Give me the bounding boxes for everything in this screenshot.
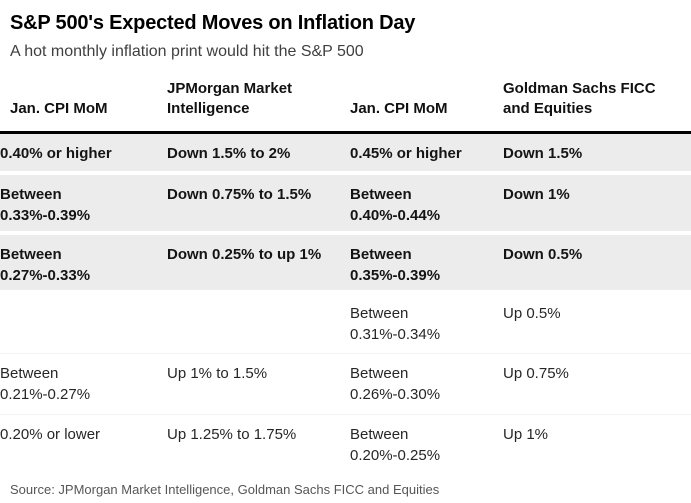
column-header-cpi-jpm: Jan. CPI MoM xyxy=(10,100,108,117)
column-header-cpi-gs: Jan. CPI MoM xyxy=(350,100,448,117)
table-row: Between 0.33%-0.39% Down 0.75% to 1.5% B… xyxy=(0,175,691,231)
table-row: 0.40% or higher Down 1.5% to 2% 0.45% or… xyxy=(0,134,691,171)
table-cell: Between 0.40%-0.44% xyxy=(350,186,441,224)
table-cell: Between 0.27%-0.33% xyxy=(0,246,91,284)
table-cell: Down 0.75% to 1.5% xyxy=(167,186,312,203)
page-title: S&P 500's Expected Moves on Inflation Da… xyxy=(10,12,416,34)
table-row: Between 0.21%-0.27% Up 1% to 1.5% Betwee… xyxy=(0,353,691,414)
table-cell: Between 0.33%-0.39% xyxy=(0,186,91,224)
table-header-row: Jan. CPI MoM JPMorgan Market Intelligenc… xyxy=(0,79,691,134)
page-subtitle: A hot monthly inflation print would hit … xyxy=(10,43,364,60)
column-header-jpmorgan: JPMorgan Market Intelligence xyxy=(167,80,293,117)
table-cell: Between 0.20%-0.25% xyxy=(350,426,441,464)
table-cell: Down 1.5% to 2% xyxy=(167,145,291,162)
table-cell: Up 1.25% to 1.75% xyxy=(167,426,297,443)
table-cell: Up 1% xyxy=(503,426,549,443)
table-cell: Down 0.25% to up 1% xyxy=(167,246,322,263)
table-cell: Down 0.5% xyxy=(503,246,583,263)
table-cell: Between 0.35%-0.39% xyxy=(350,246,441,284)
table-cell xyxy=(0,294,167,353)
table-cell: Between 0.26%-0.30% xyxy=(350,365,441,403)
table-cell: 0.40% or higher xyxy=(0,145,112,162)
table-cell: Up 1% to 1.5% xyxy=(167,365,268,382)
table-row: 0.20% or lower Up 1.25% to 1.75% Between… xyxy=(0,414,691,470)
table-cell: Down 1.5% xyxy=(503,145,583,162)
table-cell: 0.45% or higher xyxy=(350,145,462,162)
table-row: Between 0.31%-0.34% Up 0.5% xyxy=(0,294,691,353)
column-header-goldman: Goldman Sachs FICC and Equities xyxy=(503,80,656,117)
table-row: Between 0.27%-0.33% Down 0.25% to up 1% … xyxy=(0,235,691,290)
table-cell: Up 0.75% xyxy=(503,365,569,382)
table-cell: Down 1% xyxy=(503,186,570,203)
table-cell: Between 0.21%-0.27% xyxy=(0,365,91,403)
table-cell: 0.20% or lower xyxy=(0,426,101,443)
table-cell xyxy=(167,294,350,353)
source-note: Source: JPMorgan Market Intelligence, Go… xyxy=(10,482,440,497)
table-cell: Up 0.5% xyxy=(503,305,561,322)
table-cell: Between 0.31%-0.34% xyxy=(350,305,441,343)
